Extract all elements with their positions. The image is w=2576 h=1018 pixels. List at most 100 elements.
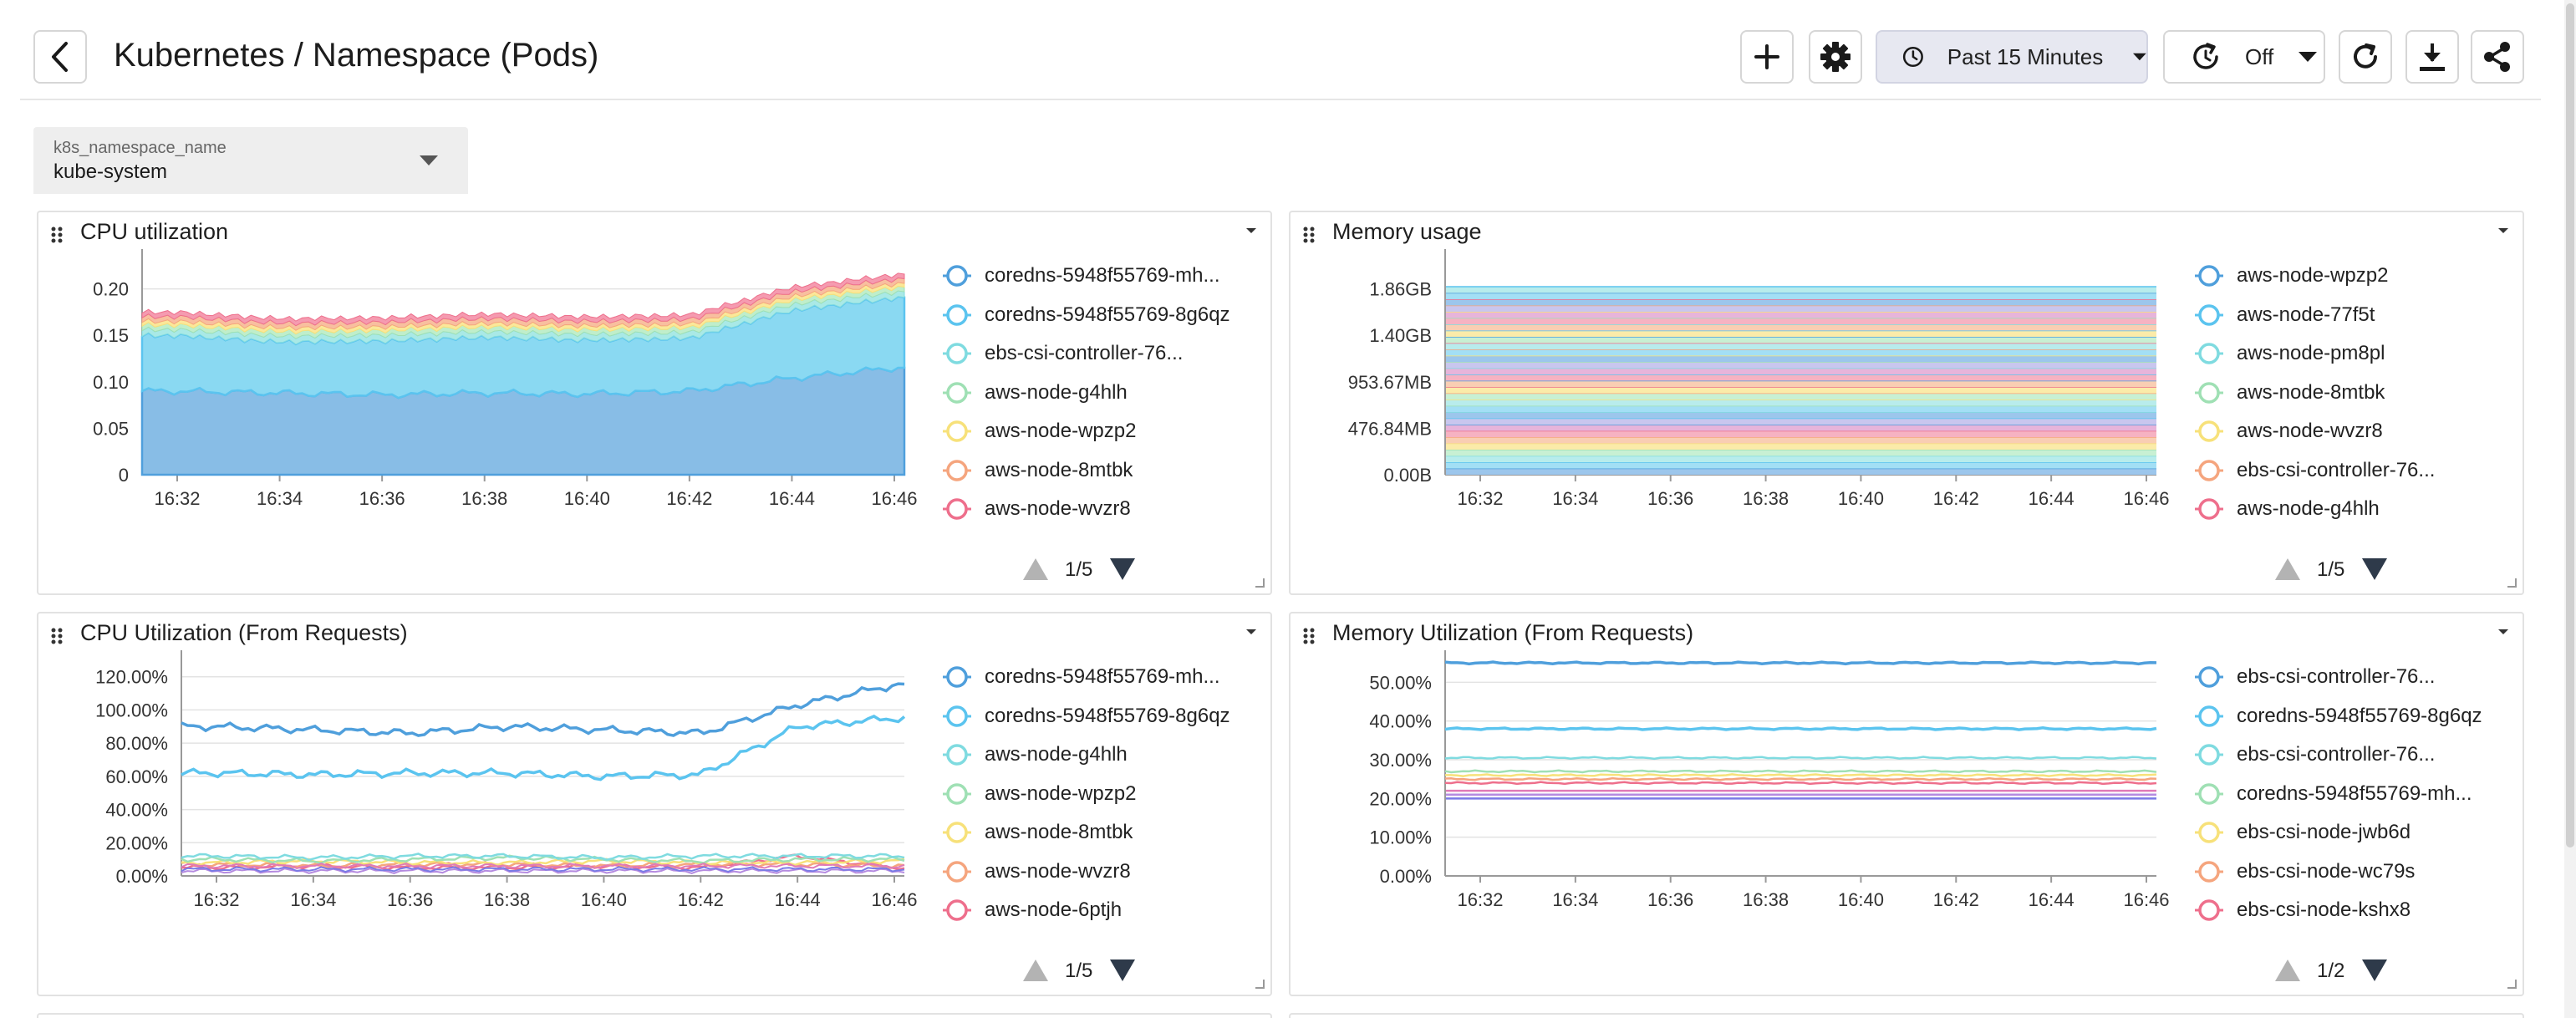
drag-handle-icon[interactable] bbox=[1302, 226, 1316, 244]
series-line[interactable] bbox=[181, 853, 905, 862]
series-band[interactable] bbox=[1446, 343, 2156, 349]
legend-page-down-icon[interactable] bbox=[1110, 558, 1135, 580]
legend-item[interactable]: coredns-5948f55769-mh... bbox=[943, 660, 1220, 694]
legend-item[interactable]: ebs-csi-controller-76... bbox=[2195, 738, 2435, 771]
legend-item[interactable]: aws-node-g4hlh bbox=[943, 738, 1128, 771]
series-band[interactable] bbox=[1446, 305, 2156, 312]
drag-handle-icon[interactable] bbox=[50, 226, 64, 244]
legend-page-up-icon[interactable] bbox=[1023, 959, 1048, 981]
resize-handle-icon[interactable] bbox=[1254, 978, 1265, 990]
series-band[interactable] bbox=[1446, 430, 2156, 437]
legend-item[interactable]: aws-node-wpzp2 bbox=[943, 415, 1136, 448]
series-band[interactable] bbox=[1446, 349, 2156, 356]
series-line[interactable] bbox=[181, 863, 905, 870]
series-band[interactable] bbox=[1446, 386, 2156, 394]
legend-item[interactable]: ebs-csi-node-wc79s bbox=[2195, 855, 2415, 888]
series-line[interactable] bbox=[1444, 726, 2157, 731]
series-band[interactable] bbox=[1446, 355, 2156, 362]
series-area[interactable] bbox=[141, 272, 905, 327]
legend-page-up-icon[interactable] bbox=[2275, 558, 2300, 580]
scrollbar-thumb[interactable] bbox=[2566, 3, 2574, 847]
series-band[interactable] bbox=[1446, 456, 2156, 462]
series-band[interactable] bbox=[1446, 374, 2156, 381]
series-line[interactable] bbox=[1444, 781, 2157, 786]
legend-page-up-icon[interactable] bbox=[2275, 959, 2300, 981]
legend-item[interactable]: aws-node-g4hlh bbox=[943, 376, 1128, 410]
time-range-picker[interactable]: Past 15 Minutes bbox=[1876, 30, 2148, 84]
panel-menu-icon[interactable] bbox=[2496, 627, 2511, 637]
series-band[interactable] bbox=[1446, 443, 2156, 450]
series-line[interactable] bbox=[181, 682, 905, 737]
legend-item[interactable]: aws-node-wpzp2 bbox=[2195, 259, 2388, 293]
series-band[interactable] bbox=[1446, 424, 2156, 431]
series-band[interactable] bbox=[1446, 393, 2156, 400]
drag-handle-icon[interactable] bbox=[1302, 627, 1316, 645]
legend-page-down-icon[interactable] bbox=[1110, 959, 1135, 981]
series-band[interactable] bbox=[1446, 461, 2156, 469]
legend-page-down-icon[interactable] bbox=[2362, 959, 2387, 981]
series-band[interactable] bbox=[1446, 293, 2156, 299]
series-line[interactable] bbox=[1444, 756, 2157, 761]
resize-handle-icon[interactable] bbox=[2506, 978, 2517, 990]
legend-item[interactable]: aws-node-wvzr8 bbox=[943, 855, 1131, 888]
series-line[interactable] bbox=[1444, 773, 2157, 777]
namespace-variable-select[interactable]: k8s_namespace_name kube-system bbox=[33, 127, 468, 194]
legend-item[interactable]: ebs-csi-controller-76... bbox=[943, 337, 1183, 370]
series-band[interactable] bbox=[1446, 468, 2156, 475]
series-band[interactable] bbox=[1446, 311, 2156, 318]
series-band[interactable] bbox=[1446, 418, 2156, 425]
series-band[interactable] bbox=[1446, 436, 2156, 444]
share-button[interactable] bbox=[2471, 30, 2524, 84]
legend-item[interactable]: aws-node-pm8pl bbox=[2195, 337, 2385, 370]
series-line[interactable] bbox=[181, 854, 905, 864]
legend-page-down-icon[interactable] bbox=[2362, 558, 2387, 580]
series-line[interactable] bbox=[1444, 776, 2157, 781]
series-band[interactable] bbox=[1446, 405, 2156, 412]
page-scrollbar[interactable] bbox=[2564, 0, 2576, 1018]
series-band[interactable] bbox=[1446, 368, 2156, 374]
settings-button[interactable] bbox=[1809, 30, 1862, 84]
add-panel-button[interactable] bbox=[1740, 30, 1794, 84]
panel-menu-icon[interactable] bbox=[1244, 226, 1259, 236]
chart-cpu-req[interactable]: 0.00% 20.00% 40.00% 60.00% 80.00% 100.00% 120.… bbox=[38, 650, 941, 1001]
legend-item[interactable]: coredns-5948f55769-8g6qz bbox=[943, 700, 1230, 733]
refresh-button[interactable] bbox=[2339, 30, 2392, 84]
download-button[interactable] bbox=[2405, 30, 2459, 84]
series-band[interactable] bbox=[1446, 336, 2156, 344]
panel-menu-icon[interactable] bbox=[2496, 226, 2511, 236]
back-button[interactable] bbox=[33, 30, 87, 84]
legend-item[interactable]: coredns-5948f55769-8g6qz bbox=[2195, 700, 2482, 733]
series-band[interactable] bbox=[1446, 330, 2156, 337]
series-line[interactable] bbox=[181, 866, 905, 873]
legend-item[interactable]: aws-node-8mtbk bbox=[943, 816, 1133, 849]
series-line[interactable] bbox=[1444, 769, 2157, 774]
series-band[interactable] bbox=[1446, 298, 2156, 306]
chart-mem[interactable]: 0.00B 476.84MB 953.67MB 1.40GB 1.86GB 2.33GB 1… bbox=[1291, 249, 2193, 600]
legend-item[interactable]: aws-node-8mtbk bbox=[943, 454, 1133, 487]
resize-handle-icon[interactable] bbox=[2506, 577, 2517, 588]
series-line[interactable] bbox=[1444, 660, 2157, 666]
series-line[interactable] bbox=[181, 868, 905, 875]
legend-item[interactable]: ebs-csi-controller-76... bbox=[2195, 454, 2435, 487]
series-band[interactable] bbox=[1446, 318, 2156, 324]
series-band[interactable] bbox=[1446, 399, 2156, 406]
legend-item[interactable]: aws-node-6ptjh bbox=[943, 893, 1122, 927]
chart-mem-req[interactable]: 0.00% 10.00% 20.00% 30.00% 40.00% 50.00% 60.00… bbox=[1291, 650, 2193, 1001]
legend-item[interactable]: coredns-5948f55769-mh... bbox=[2195, 777, 2472, 811]
series-band[interactable] bbox=[1446, 380, 2156, 387]
series-band[interactable] bbox=[1446, 449, 2156, 456]
legend-item[interactable]: coredns-5948f55769-8g6qz bbox=[943, 298, 1230, 332]
legend-item[interactable]: aws-node-wvzr8 bbox=[943, 492, 1131, 526]
series-line[interactable] bbox=[181, 714, 906, 781]
series-band[interactable] bbox=[1446, 323, 2156, 331]
legend-page-up-icon[interactable] bbox=[1023, 558, 1048, 580]
resize-handle-icon[interactable] bbox=[1254, 577, 1265, 588]
legend-item[interactable]: ebs-csi-controller-76... bbox=[2195, 660, 2435, 694]
series-band[interactable] bbox=[1446, 411, 2156, 419]
legend-item[interactable]: aws-node-g4hlh bbox=[2195, 492, 2380, 526]
drag-handle-icon[interactable] bbox=[50, 627, 64, 645]
series-band[interactable] bbox=[1446, 286, 2156, 293]
legend-item[interactable]: ebs-csi-node-kshx8 bbox=[2195, 893, 2411, 927]
legend-item[interactable]: aws-node-wpzp2 bbox=[943, 777, 1136, 811]
legend-item[interactable]: aws-node-8mtbk bbox=[2195, 376, 2385, 410]
